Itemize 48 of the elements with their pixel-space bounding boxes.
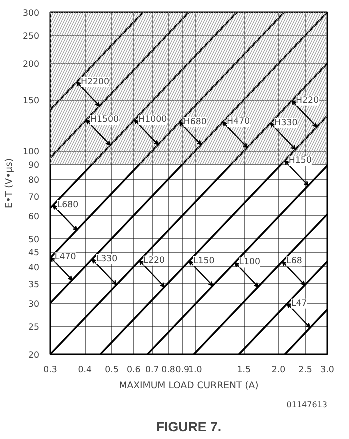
y-axis-title: E•T (V•µs)	[4, 158, 15, 209]
annotation: H330	[274, 118, 298, 128]
y-tick-label: 30	[28, 300, 40, 310]
annotation: L680	[57, 200, 79, 210]
x-tick-label: 0.6	[127, 366, 141, 376]
annotation: L220	[144, 256, 166, 266]
x-tick-label: 1.0	[188, 366, 202, 376]
x-tick-label: 0.7	[146, 366, 160, 376]
text: FIGURE 7.	[156, 420, 222, 434]
y-tick-label: 80	[28, 176, 40, 186]
annotation: H150	[288, 156, 312, 166]
x-tick-label: 0.8	[162, 366, 176, 376]
x-tick-label: 0.4	[78, 366, 92, 376]
y-tick-label: 40	[28, 263, 40, 274]
annotation: L47	[291, 298, 308, 309]
annotation: L150	[193, 256, 215, 266]
y-tick-label: 200	[22, 60, 40, 70]
annotation: L68	[286, 256, 302, 267]
y-tick-label: 35	[28, 280, 40, 290]
y-tick-label: 250	[22, 32, 40, 42]
y-tick-label: 150	[22, 96, 40, 107]
x-tick-label: 0.3	[44, 366, 58, 376]
x-tick-label: 2.0	[272, 366, 286, 376]
annotation: H220	[296, 96, 320, 106]
y-tick-label: 90	[28, 161, 40, 172]
annotation: H680	[184, 117, 207, 128]
annotation: L100	[239, 258, 260, 268]
x-tick-label: 0.9	[176, 366, 190, 376]
x-tick-label: 1.5	[237, 366, 252, 376]
x-tick-label: 2.5	[298, 366, 312, 376]
x-axis-title: MAXIMUM LOAD CURRENT (A)	[119, 380, 259, 392]
annotation: H1000	[138, 115, 168, 126]
annotation: H2200	[80, 77, 110, 88]
y-tick-label: 50	[28, 235, 40, 246]
y-tick-label: 45	[28, 248, 40, 259]
y-tick-label: 25	[28, 322, 40, 333]
y-tick-label: 70	[28, 192, 40, 203]
y-tick-label: 60	[28, 212, 40, 222]
annotation: L470	[54, 252, 76, 263]
annotation: H1500	[90, 115, 120, 126]
y-tick-label: 300	[22, 9, 40, 19]
x-tick-label: 0.5	[105, 366, 119, 376]
annotation: H470	[227, 117, 250, 128]
y-tick-label: 20	[28, 351, 40, 361]
x-tick-label: 3.0	[320, 366, 334, 376]
text: 01147613	[286, 400, 328, 410]
annotation: L330	[96, 254, 118, 264]
y-tick-label: 100	[22, 148, 40, 158]
